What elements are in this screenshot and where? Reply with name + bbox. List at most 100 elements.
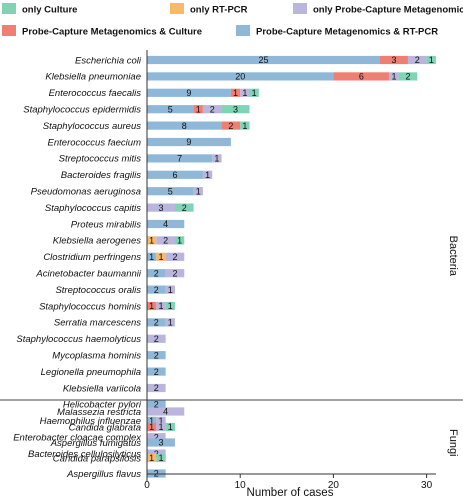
bar-value-klebsiella-pneumoniae-probe_rtpcr: 20 [235,72,245,82]
bar-segment-staphylococcus-haemolyticus-only_probe [147,334,166,343]
bar-value-clostridium-perfringens-probe_rtpcr: 1 [149,252,154,262]
bar-value-klebsiella-pneumoniae-only_probe: 1 [391,72,396,82]
bar-segment-klebsiella-variicola-only_probe [147,383,166,393]
bar-value-clostridium-perfringens-only_probe: 2 [172,252,177,262]
bar-segment-staphylococcus-hominis-probe_culture [147,301,157,311]
bar-segment-staphylococcus-capitis-only_culture [174,203,194,212]
bar-segment-staphylococcus-capitis-only_probe [147,203,175,212]
category-label-streptococcus-oralis: Streptococcus oralis [55,285,141,296]
bar-value-staphylococcus-aureus-probe_culture: 2 [228,121,233,131]
bar-value-klebsiella-pneumoniae-only_culture: 2 [405,72,410,82]
bar-segment-staphylococcus-aureus-probe_culture [221,121,241,130]
bar-segment-aspergillus-fumigatus-probe_rtpcr [147,438,175,447]
category-label-staphylococcus-hominis: Staphylococcus hominis [39,301,141,312]
bar-segment-staphylococcus-epidermidis-probe_rtpcr [147,105,194,114]
category-label-pseudomonas-aeruginosa: Pseudomonas aeruginosa [31,187,141,198]
bar-value-mycoplasma-hominis-probe_rtpcr: 2 [154,350,159,360]
category-label-serratia-marcescens: Serratia marcescens [54,318,141,329]
category-label-helicobacter-pylori: Helicobacter pylori [63,400,142,411]
bar-value-serratia-marcescens-only_probe: 1 [168,318,173,328]
bar-value-staphylococcus-capitis-only_probe: 3 [158,203,163,213]
bar-value-staphylococcus-aureus-probe_rtpcr: 8 [182,121,187,131]
legend-label-probe_culture: Probe-Capture Metagenomics & Culture [22,27,202,38]
bar-segment-enterococcus-faecalis-only_probe [240,88,250,97]
chart-bars: 25 3 2 120 6 1 29 1 1 15 1 2 38 2 197 16 15 13 241 2 11 1 22 22… [147,55,436,479]
bar-value-enterococcus-faecium-probe_rtpcr: 9 [186,137,191,147]
category-label-haemophilus-influenzae: Haemophilus influenzae [40,416,141,427]
bar-segment-klebsiella-aerogenes-only_probe [156,236,175,245]
bar-value-staphylococcus-aureus-only_culture: 1 [242,121,247,131]
bar-value-klebsiella-aerogenes-only_probe: 2 [163,236,168,246]
bar-value-escherichia-coli-probe_culture: 3 [391,55,396,65]
bar-value-haemophilus-influenzae-probe_rtpcr: 1 [149,416,154,426]
legend: only Culture only RT-PCR only Probe-Captur… [2,3,463,38]
bar-value-aspergillus-fumigatus-probe_rtpcr: 3 [158,438,163,448]
bar-segment-candida-glabrata-only_culture [165,422,175,432]
bar-segment-enterococcus-faecalis-probe_culture [230,88,241,97]
bar-value-staphylococcus-hominis-only_probe: 1 [158,301,163,311]
category-label-escherichia-coli: Escherichia coli [75,55,142,66]
bar-segment-enterococcus-faecalis-probe_rtpcr [147,88,231,97]
x-axis: 0 10 20 30 Number of cases [144,473,436,499]
bar-segment-proteus-mirabilis-probe_rtpcr [147,219,185,229]
legend-label-probe_rtpcr: Probe-Capture Metagenomics & RT-PCR [256,27,438,38]
bar-segment-streptococcus-mitis-probe_rtpcr [147,154,213,163]
bar-segment-clostridium-perfringens-only_probe [165,252,185,261]
bar-segment-staphylococcus-epidermidis-only_probe [202,105,222,114]
bar-value-candida-parapsilosis-only_culture: 1 [158,453,163,463]
bar-value-enterococcus-faecalis-probe_culture: 1 [233,88,238,98]
group-brackets: Bacteria Fungi [0,50,463,482]
category-label-staphylococcus-haemolyticus: Staphylococcus haemolyticus [16,334,141,345]
bar-segment-streptococcus-oralis-only_probe [165,285,175,294]
bar-segment-staphylococcus-epidermidis-probe_culture [193,105,203,114]
category-label-acinetobacter-baumannii: Acinetobacter baumannii [35,269,141,280]
group-label-bacteria: Bacteria [447,236,459,277]
bar-segment-malassezia-restricta-only_probe [147,407,185,416]
bar-segment-escherichia-coli-probe_culture [380,55,408,65]
bar-value-staphylococcus-hominis-only_culture: 1 [168,301,173,311]
bar-value-klebsiella-aerogenes-only_culture: 1 [177,236,182,246]
bar-value-legionella-pneumophila-probe_rtpcr: 2 [154,367,159,377]
bar-value-pseudomonas-aeruginosa-probe_rtpcr: 5 [168,186,173,196]
bar-segment-pseudomonas-aeruginosa-only_probe [193,187,203,196]
bar-value-enterococcus-faecalis-only_probe: 1 [242,88,247,98]
bar-segment-klebsiella-pneumoniae-probe_rtpcr [147,72,334,81]
legend-label-only_probe: only Probe-Capture Metagenomics [313,5,463,16]
bar-segment-escherichia-coli-probe_rtpcr [147,55,380,65]
bar-segment-enterococcus-faecium-probe_rtpcr [147,137,231,147]
bar-value-escherichia-coli-only_probe: 2 [415,55,420,65]
bar-value-staphylococcus-haemolyticus-only_probe: 2 [154,334,159,344]
bar-value-bacteroides-fragilis-probe_rtpcr: 6 [172,170,177,180]
bar-segment-staphylococcus-epidermidis-only_culture [221,105,250,114]
bar-value-enterococcus-faecalis-probe_rtpcr: 9 [186,88,191,98]
legend-swatch-only_rtpcr [170,3,184,14]
category-labels: Escherichia coli Klebsiella pneumoniae Ent… [13,55,142,479]
bar-value-staphylococcus-hominis-probe_culture: 1 [149,301,154,311]
bar-value-bacteroides-fragilis-only_probe: 1 [205,170,210,180]
bar-segment-klebsiella-pneumoniae-only_culture [398,72,418,81]
x-tick-label: 30 [421,480,433,491]
group-label-fungi: Fungi [447,429,459,457]
legend-label-only_culture: only Culture [22,5,77,16]
bar-segment-clostridium-perfringens-only_rtpcr [156,252,166,261]
bar-segment-serratia-marcescens-only_probe [165,318,175,327]
bar-segment-bacteroides-fragilis-probe_rtpcr [147,170,203,179]
bar-segment-mycoplasma-hominis-probe_rtpcr [147,351,166,360]
bar-value-proteus-mirabilis-probe_rtpcr: 4 [163,219,168,229]
bar-value-klebsiella-variicola-only_probe: 2 [154,383,159,393]
category-label-candida-glabrata: Candida glabrata [69,422,141,433]
category-label-streptococcus-mitis: Streptococcus mitis [59,154,142,165]
x-tick-label: 0 [144,480,150,491]
bar-segment-escherichia-coli-only_probe [407,55,427,65]
category-label-klebsiella-pneumoniae: Klebsiella pneumoniae [45,72,141,83]
bar-segment-acinetobacter-baumannii-probe_rtpcr [147,269,166,278]
bar-segment-pseudomonas-aeruginosa-probe_rtpcr [147,187,194,196]
bar-segment-bacteroides-cellulosilyticus-only_probe [147,449,166,458]
bar-segment-escherichia-coli-only_culture [426,55,436,65]
category-label-enterococcus-faecium: Enterococcus faecium [48,137,142,148]
bar-value-escherichia-coli-probe_rtpcr: 25 [258,55,268,65]
legend-label-only_rtpcr: only RT-PCR [190,5,248,16]
category-label-bacteroides-fragilis: Bacteroides fragilis [61,170,142,181]
x-tick-label: 20 [328,480,340,491]
